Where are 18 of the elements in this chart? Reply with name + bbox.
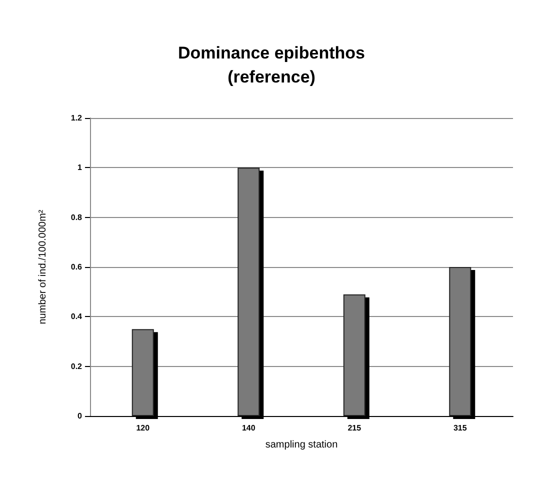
bar bbox=[343, 294, 366, 416]
bar bbox=[238, 168, 260, 416]
y-tick-label: 0.4 bbox=[70, 312, 83, 322]
x-tick-label: 140 bbox=[242, 424, 256, 432]
y-tick-label: 1 bbox=[78, 163, 83, 172]
y-tick-label: 0 bbox=[78, 412, 83, 420]
y-tick-label: 0.6 bbox=[70, 262, 83, 272]
x-tick-label: 120 bbox=[136, 424, 150, 432]
x-axis-title: sampling station bbox=[265, 440, 338, 450]
y-tick-label: 1.2 bbox=[70, 114, 83, 122]
y-tick-label: 0.8 bbox=[70, 212, 83, 222]
bar bbox=[449, 267, 472, 416]
y-axis-title: number of ind./100.000m² bbox=[38, 209, 48, 324]
bar bbox=[132, 329, 154, 416]
chart-title: Dominance epibenthos (reference) bbox=[178, 44, 366, 86]
x-tick-label: 315 bbox=[453, 424, 468, 432]
x-tick-label: 215 bbox=[348, 424, 362, 432]
y-tick-label: 0.2 bbox=[70, 362, 83, 371]
